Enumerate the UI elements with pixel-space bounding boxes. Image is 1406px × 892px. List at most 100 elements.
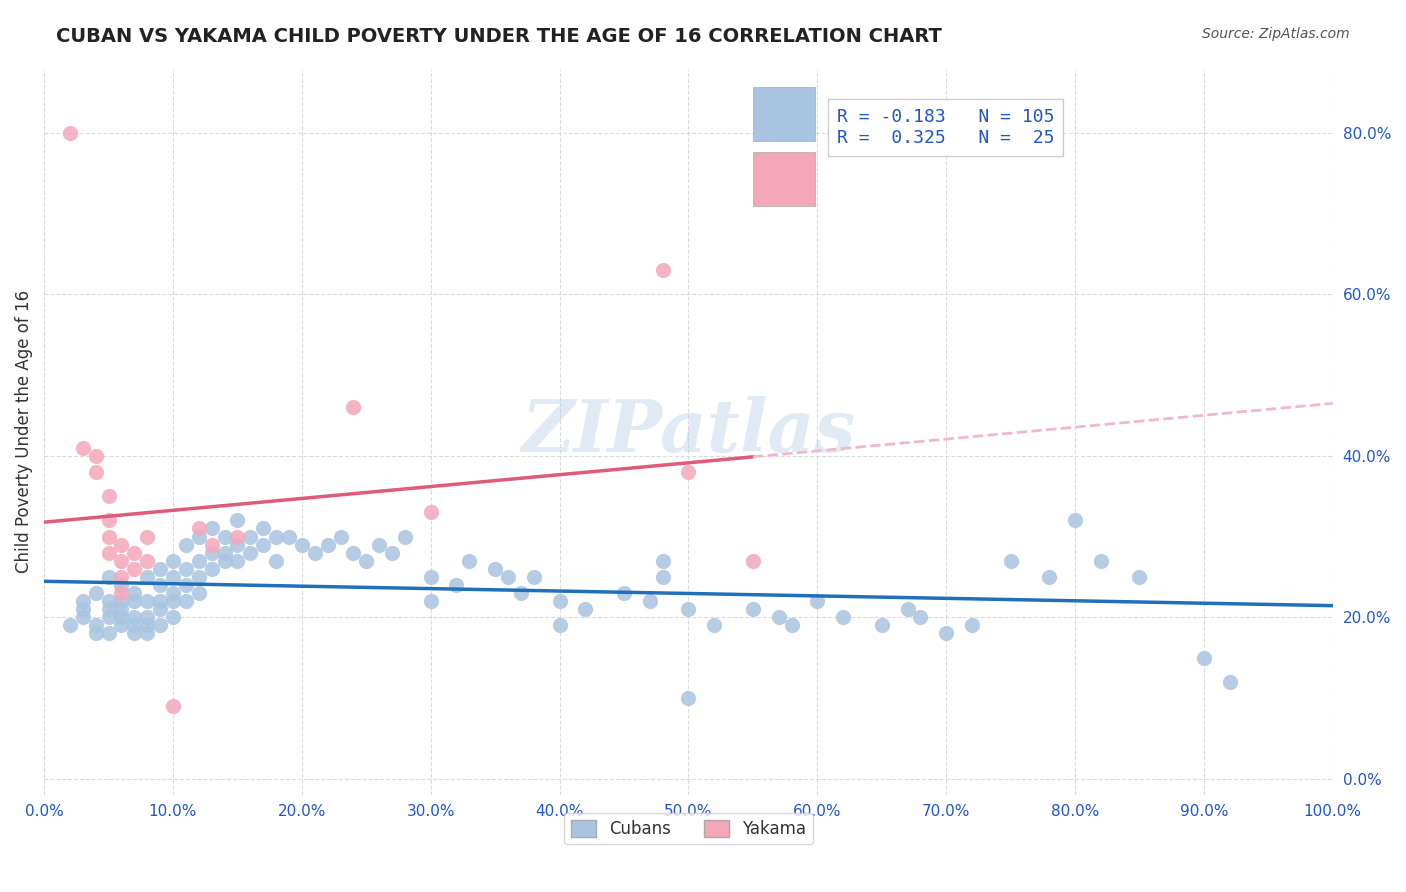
Point — [252, 538, 274, 552]
Point — [124, 626, 146, 640]
Point — [149, 562, 172, 576]
Point — [149, 578, 172, 592]
Point — [316, 538, 339, 552]
Point — [419, 505, 441, 519]
Point — [187, 570, 209, 584]
Point — [910, 610, 932, 624]
Point — [136, 594, 159, 608]
Point — [264, 529, 287, 543]
Point — [110, 570, 132, 584]
Point — [110, 538, 132, 552]
Point — [201, 546, 224, 560]
Text: R = -0.183   N = 105
R =  0.325   N =  25: R = -0.183 N = 105 R = 0.325 N = 25 — [837, 109, 1054, 147]
Point — [214, 529, 236, 543]
Point — [484, 562, 506, 576]
Point — [741, 602, 763, 616]
Point — [187, 521, 209, 535]
Point — [419, 570, 441, 584]
Point — [59, 618, 82, 632]
Point — [741, 554, 763, 568]
Point — [1219, 674, 1241, 689]
Point — [678, 465, 700, 479]
Point — [110, 602, 132, 616]
Point — [226, 538, 249, 552]
FancyBboxPatch shape — [752, 87, 814, 141]
Point — [162, 698, 184, 713]
Point — [574, 602, 596, 616]
Point — [264, 554, 287, 568]
Point — [278, 529, 301, 543]
Point — [110, 578, 132, 592]
Point — [97, 546, 120, 560]
Point — [678, 602, 700, 616]
Point — [1090, 554, 1112, 568]
Point — [226, 529, 249, 543]
Point — [162, 610, 184, 624]
Point — [97, 529, 120, 543]
Legend: Cubans, Yakama: Cubans, Yakama — [564, 813, 813, 845]
Point — [136, 529, 159, 543]
Point — [124, 610, 146, 624]
Point — [870, 618, 893, 632]
Point — [1064, 513, 1087, 527]
Point — [226, 513, 249, 527]
Point — [162, 594, 184, 608]
Text: Source: ZipAtlas.com: Source: ZipAtlas.com — [1202, 27, 1350, 41]
Point — [162, 586, 184, 600]
Point — [84, 618, 107, 632]
Point — [97, 570, 120, 584]
Point — [149, 602, 172, 616]
Point — [136, 554, 159, 568]
Point — [72, 602, 94, 616]
Point — [187, 554, 209, 568]
Point — [381, 546, 404, 560]
Point — [97, 602, 120, 616]
Point — [124, 586, 146, 600]
Point — [84, 586, 107, 600]
Point — [252, 521, 274, 535]
Point — [174, 538, 197, 552]
Point — [97, 594, 120, 608]
Point — [97, 513, 120, 527]
Point — [136, 618, 159, 632]
Point — [239, 529, 262, 543]
Point — [174, 578, 197, 592]
Point — [110, 586, 132, 600]
Point — [960, 618, 983, 632]
Point — [394, 529, 416, 543]
Point — [72, 594, 94, 608]
Point — [342, 401, 364, 415]
Point — [1000, 554, 1022, 568]
Point — [110, 618, 132, 632]
Point — [548, 618, 571, 632]
Point — [110, 610, 132, 624]
Point — [72, 441, 94, 455]
Point — [239, 546, 262, 560]
Point — [678, 690, 700, 705]
Point — [174, 594, 197, 608]
Point — [149, 618, 172, 632]
Point — [651, 263, 673, 277]
Point — [174, 562, 197, 576]
Point — [356, 554, 378, 568]
Point — [201, 538, 224, 552]
Point — [651, 554, 673, 568]
Point — [226, 554, 249, 568]
Point — [97, 610, 120, 624]
Point — [291, 538, 314, 552]
Point — [446, 578, 468, 592]
FancyBboxPatch shape — [752, 152, 814, 206]
Text: CUBAN VS YAKAMA CHILD POVERTY UNDER THE AGE OF 16 CORRELATION CHART: CUBAN VS YAKAMA CHILD POVERTY UNDER THE … — [56, 27, 942, 45]
Point — [84, 626, 107, 640]
Point — [97, 626, 120, 640]
Point — [548, 594, 571, 608]
Point — [419, 594, 441, 608]
Point — [768, 610, 790, 624]
Point — [136, 626, 159, 640]
Point — [124, 594, 146, 608]
Point — [201, 521, 224, 535]
Point — [329, 529, 352, 543]
Point — [84, 465, 107, 479]
Point — [201, 562, 224, 576]
Point — [1128, 570, 1150, 584]
